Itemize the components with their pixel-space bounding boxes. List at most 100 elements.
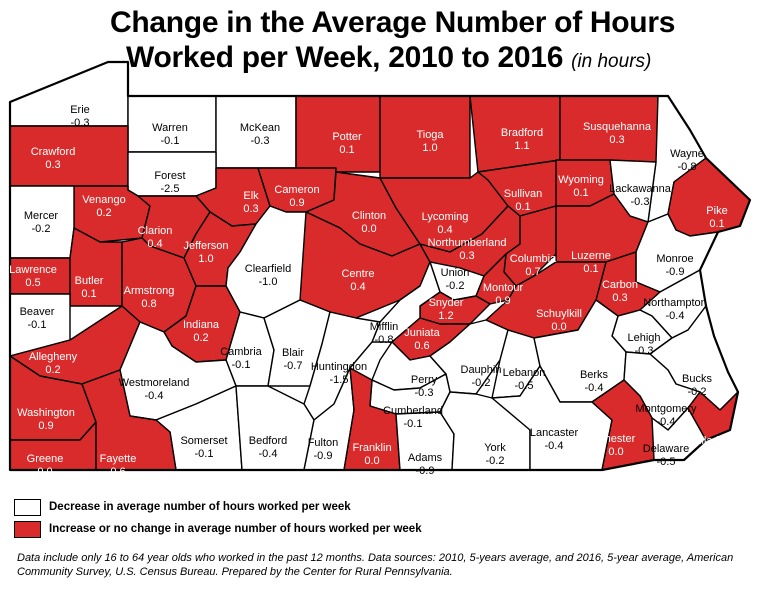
county-name-lawrence: Lawrence	[9, 264, 57, 276]
county-value-bucks: -0.2	[688, 386, 707, 398]
county-name-lehigh: Lehigh	[627, 332, 660, 344]
map-title-line-2: Worked per Week, 2010 to 2016 (in hours)	[126, 41, 651, 79]
county-name-potter: Potter	[332, 131, 362, 143]
county-name-luzerne: Luzerne	[571, 250, 611, 262]
county-name-forest: Forest	[154, 170, 185, 182]
county-name-clarion: Clarion	[138, 225, 173, 237]
county-value-northampton: -0.4	[666, 310, 685, 322]
county-name-perry: Perry	[411, 374, 438, 386]
county-value-bradford: 1.1	[514, 140, 529, 152]
county-value-dauphin: -0.2	[472, 377, 491, 389]
county-value-greene: 0.0	[37, 466, 52, 478]
county-name-greene: Greene	[27, 453, 64, 465]
county-name-mifflin: Mifflin	[370, 321, 399, 333]
legend-swatch-decrease	[14, 498, 41, 516]
county-value-lancaster: -0.4	[545, 440, 564, 452]
county-value-union: -0.2	[446, 280, 465, 292]
county-name-indiana: Indiana	[183, 319, 220, 331]
county-name-tioga: Tioga	[416, 129, 444, 141]
county-name-york: York	[484, 442, 506, 454]
county-name-mercer: Mercer	[24, 210, 59, 222]
county-name-schuylkill: Schuylkill	[536, 308, 582, 320]
county-name-erie: Erie	[70, 104, 90, 116]
county-value-fulton: -0.9	[314, 450, 333, 462]
county-name-juniata: Juniata	[404, 327, 440, 339]
legend-label-increase: Increase or no change in average number …	[49, 523, 422, 535]
county-value-cameron: 0.9	[289, 197, 304, 209]
county-value-crawford: 0.3	[45, 159, 60, 171]
county-value-montour: 0.9	[495, 295, 510, 307]
county-name-centre: Centre	[341, 268, 374, 280]
county-name-carbon: Carbon	[602, 279, 638, 291]
county-value-sullivan: 0.1	[515, 201, 530, 213]
county-name-clinton: Clinton	[352, 210, 386, 222]
data-source-note: Data include only 16 to 64 year olds who…	[17, 552, 734, 578]
county-value-allegheny: 0.2	[45, 364, 60, 376]
county-value-elk: 0.3	[243, 203, 258, 215]
county-value-mckean: -0.3	[251, 135, 270, 147]
county-value-indiana: 0.2	[193, 332, 208, 344]
county-name-dauphin: Dauphin	[461, 364, 502, 376]
legend-item-decrease: Decrease in average number of hours work…	[14, 497, 351, 517]
county-value-wyoming: 0.1	[573, 187, 588, 199]
county-value-monroe: -0.9	[666, 266, 685, 278]
county-value-lawrence: 0.5	[25, 277, 40, 289]
county-value-franklin: 0.0	[364, 455, 379, 467]
county-name-philadelphia: Philadelphia	[688, 435, 749, 447]
county-name-beaver: Beaver	[20, 306, 55, 318]
county-value-clinton: 0.0	[361, 223, 376, 235]
county-value-luzerne: 0.1	[583, 263, 598, 275]
county-name-monroe: Monroe	[656, 253, 693, 265]
county-value-forest: -2.5	[161, 183, 180, 195]
county-value-montgomery: -0.4	[657, 416, 676, 428]
county-name-delaware: Delaware	[643, 443, 689, 455]
county-value-lehigh: -0.3	[635, 345, 654, 357]
county-value-carbon: 0.3	[612, 292, 627, 304]
county-name-fayette: Fayette	[100, 453, 137, 465]
county-value-susquehanna: 0.3	[609, 134, 624, 146]
county-value-berks: -0.4	[585, 382, 604, 394]
county-value-huntingdon: -1.5	[330, 374, 349, 386]
county-name-cambria: Cambria	[220, 346, 262, 358]
county-value-chester: 0.0	[608, 446, 623, 458]
county-value-adams: -0.9	[416, 465, 435, 477]
county-value-tioga: 1.0	[422, 142, 437, 154]
county-name-union: Union	[441, 267, 470, 279]
county-value-york: -0.2	[486, 455, 505, 467]
county-shapes	[9, 61, 751, 471]
county-name-susquehanna: Susquehanna	[583, 121, 652, 133]
county-value-venango: 0.2	[96, 207, 111, 219]
county-mercer	[9, 185, 75, 259]
county-value-lackawanna: -0.3	[631, 196, 650, 208]
county-value-clarion: 0.4	[147, 238, 162, 250]
county-name-somerset: Somerset	[180, 435, 227, 447]
county-value-potter: 0.1	[339, 144, 354, 156]
county-name-montgomery: Montgomery	[635, 403, 697, 415]
county-value-schuylkill: 0.0	[551, 321, 566, 333]
county-value-mifflin: -0.8	[375, 334, 394, 346]
county-value-cumberland: -0.1	[404, 418, 423, 430]
county-value-westmoreland: -0.4	[145, 390, 164, 402]
county-value-snyder: 1.2	[438, 310, 453, 322]
county-name-allegheny: Allegheny	[29, 351, 78, 363]
map-title-line-1: Change in the Average Number of Hours	[110, 6, 676, 39]
county-value-butler: 0.1	[81, 288, 96, 300]
county-name-bucks: Bucks	[682, 373, 712, 385]
county-name-armstrong: Armstrong	[124, 285, 175, 297]
county-name-warren: Warren	[152, 122, 188, 134]
county-name-washington: Washington	[17, 407, 75, 419]
county-value-lebanon: -0.5	[515, 380, 534, 392]
legend-swatch-increase	[14, 520, 41, 538]
county-value-pike: 0.1	[709, 218, 724, 230]
county-name-lancaster: Lancaster	[530, 427, 579, 439]
county-name-lackawanna: Lackawanna	[609, 183, 672, 195]
county-value-bedford: -0.4	[259, 448, 278, 460]
county-name-fulton: Fulton	[308, 437, 339, 449]
county-name-cumberland: Cumberland	[383, 405, 443, 417]
county-value-delaware: -0.5	[657, 456, 676, 468]
county-name-bradford: Bradford	[501, 127, 543, 139]
county-name-snyder: Snyder	[429, 297, 464, 309]
county-name-clearfield: Clearfield	[245, 263, 291, 275]
